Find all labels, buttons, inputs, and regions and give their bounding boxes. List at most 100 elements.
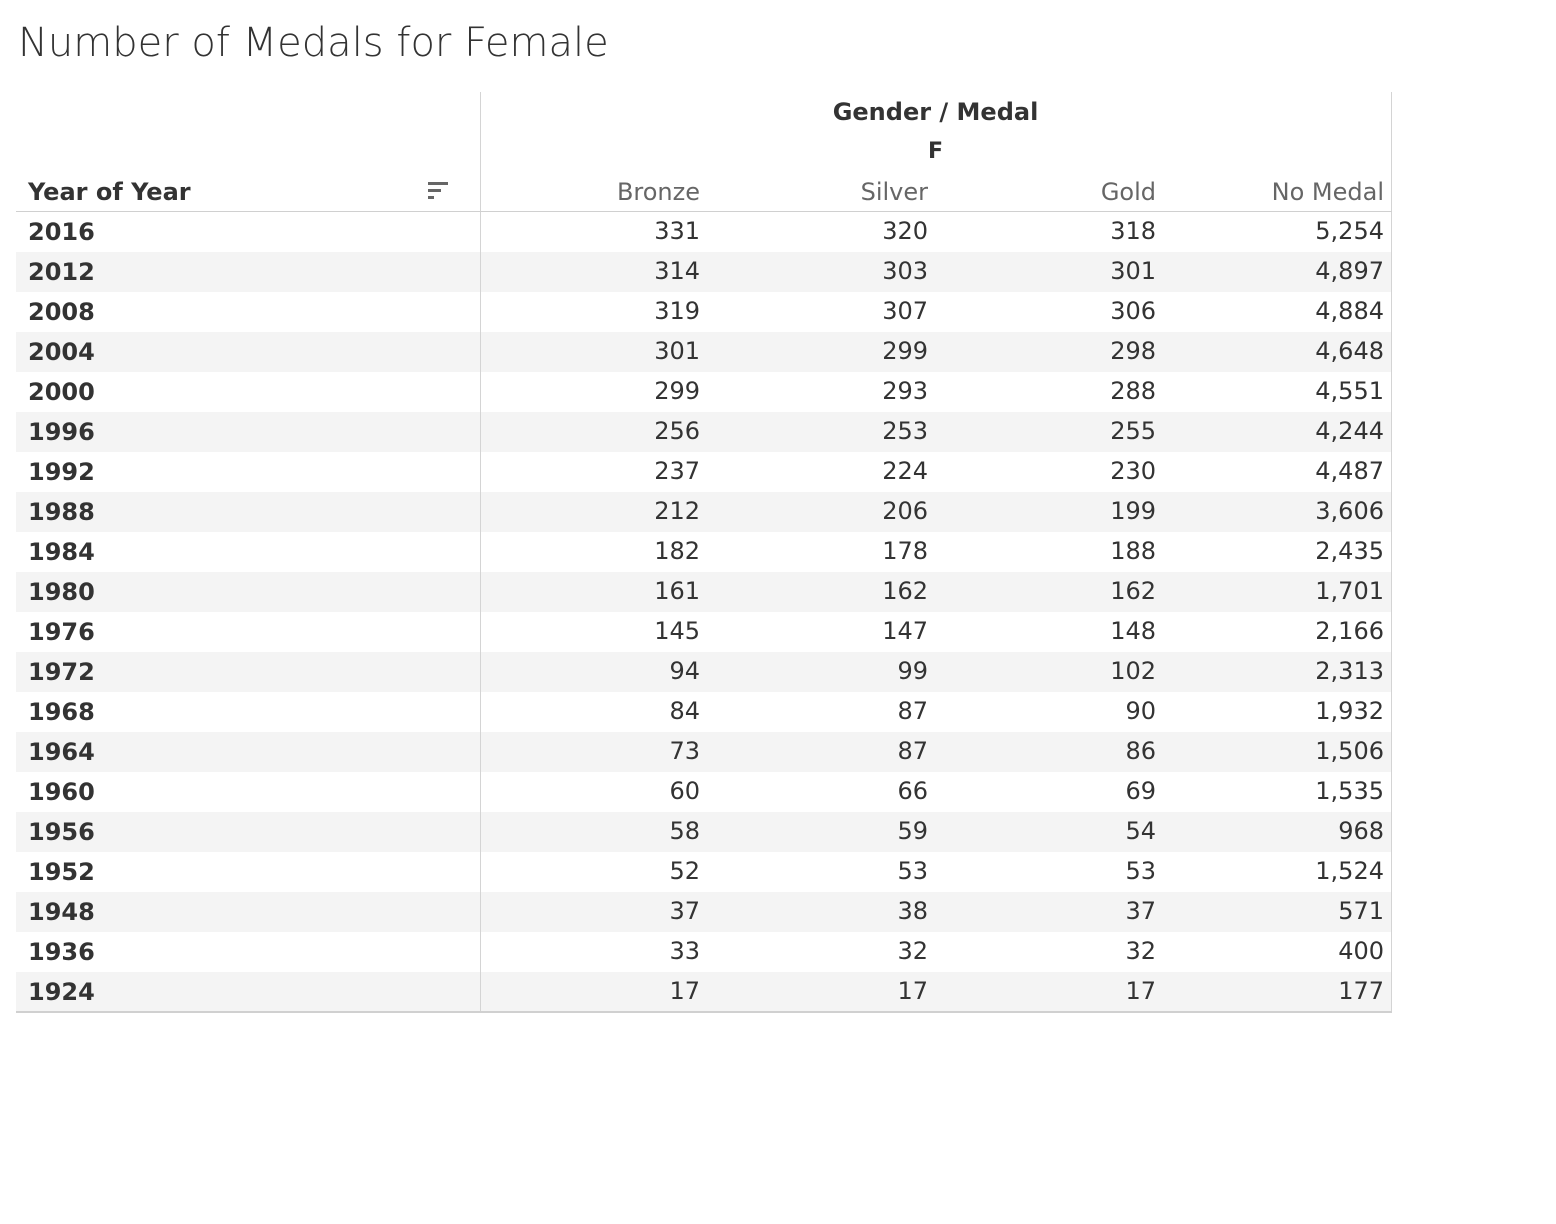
value-cell-no-medal: 968 (1338, 817, 1384, 845)
value-cell-silver: 66 (897, 777, 928, 805)
table-row[interactable]: 1972 94 99 102 2,313 (16, 652, 1392, 692)
year-cell: 2012 (28, 258, 95, 286)
value-cell-silver: 87 (897, 737, 928, 765)
value-cell-no-medal: 571 (1338, 897, 1384, 925)
value-cell-gold: 102 (1110, 657, 1156, 685)
value-cell-gold: 54 (1125, 817, 1156, 845)
table-row[interactable]: 2008 319 307 306 4,884 (16, 292, 1392, 332)
year-cell: 1924 (28, 978, 95, 1006)
value-cell-bronze: 37 (669, 897, 700, 925)
year-cell: 1956 (28, 818, 95, 846)
value-cell-no-medal: 4,884 (1315, 297, 1384, 325)
value-cell-no-medal: 5,254 (1315, 217, 1384, 245)
value-cell-bronze: 331 (654, 217, 700, 245)
table-row[interactable]: 1996 256 253 255 4,244 (16, 412, 1392, 452)
value-cell-no-medal: 2,435 (1315, 537, 1384, 565)
value-cell-no-medal: 4,648 (1315, 337, 1384, 365)
table-row[interactable]: 1988 212 206 199 3,606 (16, 492, 1392, 532)
value-cell-gold: 53 (1125, 857, 1156, 885)
value-cell-gold: 188 (1110, 537, 1156, 565)
year-cell: 1984 (28, 538, 95, 566)
value-cell-no-medal: 4,244 (1315, 417, 1384, 445)
value-cell-gold: 288 (1110, 377, 1156, 405)
value-cell-bronze: 319 (654, 297, 700, 325)
value-cell-bronze: 299 (654, 377, 700, 405)
value-cell-no-medal: 4,487 (1315, 457, 1384, 485)
table-row[interactable]: 1964 73 87 86 1,506 (16, 732, 1392, 772)
column-group-header: Gender / Medal (832, 98, 1039, 126)
value-cell-no-medal: 2,313 (1315, 657, 1384, 685)
value-cell-gold: 318 (1110, 217, 1156, 245)
table-row[interactable]: 1960 60 66 69 1,535 (16, 772, 1392, 812)
value-cell-bronze: 237 (654, 457, 700, 485)
table-row[interactable]: 1980 161 162 162 1,701 (16, 572, 1392, 612)
value-cell-no-medal: 2,166 (1315, 617, 1384, 645)
table-row[interactable]: 1956 58 59 54 968 (16, 812, 1392, 852)
table-row[interactable]: 1992 237 224 230 4,487 (16, 452, 1392, 492)
year-cell: 1948 (28, 898, 95, 926)
year-cell: 2004 (28, 338, 95, 366)
value-cell-no-medal: 1,932 (1315, 697, 1384, 725)
value-cell-no-medal: 400 (1338, 937, 1384, 965)
value-cell-bronze: 314 (654, 257, 700, 285)
gender-header: F (927, 139, 944, 164)
value-cell-silver: 253 (882, 417, 928, 445)
page-title: Number of Medals for Female (18, 20, 609, 66)
year-cell: 2008 (28, 298, 95, 326)
value-cell-bronze: 60 (669, 777, 700, 805)
value-cell-no-medal: 1,506 (1315, 737, 1384, 765)
table-row[interactable]: 1968 84 87 90 1,932 (16, 692, 1392, 732)
table-right-border (1391, 92, 1392, 1012)
value-cell-silver: 303 (882, 257, 928, 285)
value-cell-no-medal: 1,701 (1315, 577, 1384, 605)
year-cell: 2016 (28, 218, 95, 246)
value-cell-bronze: 145 (654, 617, 700, 645)
row-header-label[interactable]: Year of Year (28, 178, 191, 206)
value-cell-gold: 148 (1110, 617, 1156, 645)
table-row[interactable]: 1948 37 38 37 571 (16, 892, 1392, 932)
table-row[interactable]: 1924 17 17 17 177 (16, 972, 1392, 1012)
value-cell-gold: 90 (1125, 697, 1156, 725)
column-header-bronze[interactable]: Bronze (616, 178, 700, 206)
table-row[interactable]: 1976 145 147 148 2,166 (16, 612, 1392, 652)
year-cell: 1980 (28, 578, 95, 606)
table-row[interactable]: 1952 52 53 53 1,524 (16, 852, 1392, 892)
value-cell-silver: 224 (882, 457, 928, 485)
value-cell-no-medal: 4,551 (1315, 377, 1384, 405)
value-cell-bronze: 161 (654, 577, 700, 605)
value-cell-bronze: 212 (654, 497, 700, 525)
table-row[interactable]: 2012 314 303 301 4,897 (16, 252, 1392, 292)
value-cell-no-medal: 1,535 (1315, 777, 1384, 805)
value-cell-bronze: 58 (669, 817, 700, 845)
column-header-gold[interactable]: Gold (1100, 178, 1156, 206)
year-cell: 1964 (28, 738, 95, 766)
value-cell-silver: 162 (882, 577, 928, 605)
row-header-divider (480, 92, 481, 1012)
value-cell-bronze: 256 (654, 417, 700, 445)
year-cell: 1936 (28, 938, 95, 966)
table-row[interactable]: 2000 299 293 288 4,551 (16, 372, 1392, 412)
value-cell-silver: 307 (882, 297, 928, 325)
table-row[interactable]: 2004 301 299 298 4,648 (16, 332, 1392, 372)
value-cell-bronze: 17 (669, 977, 700, 1005)
value-cell-gold: 306 (1110, 297, 1156, 325)
value-cell-gold: 199 (1110, 497, 1156, 525)
table-row[interactable]: 1936 33 32 32 400 (16, 932, 1392, 972)
value-cell-gold: 86 (1125, 737, 1156, 765)
year-cell: 1952 (28, 858, 95, 886)
value-cell-silver: 17 (897, 977, 928, 1005)
value-cell-gold: 255 (1110, 417, 1156, 445)
value-cell-gold: 298 (1110, 337, 1156, 365)
table-body: 2016 331 320 318 5,254 2012 314 303 301 4,897 2008… (16, 212, 1392, 1012)
sort-icon[interactable] (427, 181, 449, 203)
column-header-no-medal[interactable]: No Medal (1271, 178, 1384, 206)
table-row[interactable]: 1984 182 178 188 2,435 (16, 532, 1392, 572)
value-cell-bronze: 182 (654, 537, 700, 565)
value-cell-silver: 87 (897, 697, 928, 725)
table-row[interactable]: 2016 331 320 318 5,254 (16, 212, 1392, 252)
value-cell-gold: 230 (1110, 457, 1156, 485)
value-cell-silver: 99 (897, 657, 928, 685)
value-cell-silver: 32 (897, 937, 928, 965)
value-cell-gold: 17 (1125, 977, 1156, 1005)
column-header-silver[interactable]: Silver (860, 178, 928, 206)
